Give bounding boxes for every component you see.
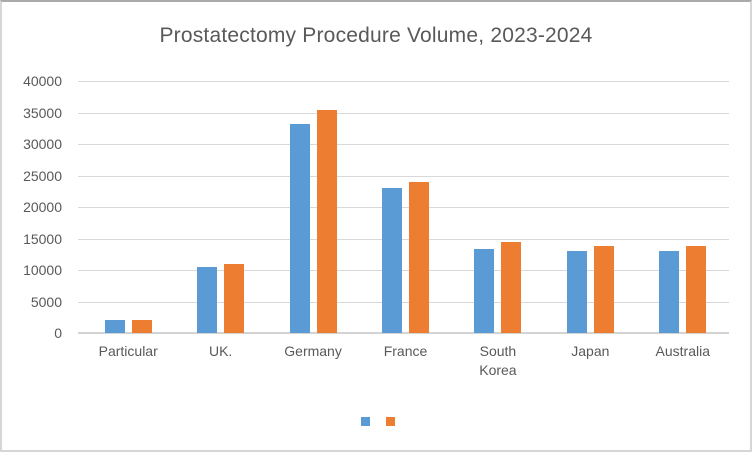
gridline	[78, 207, 729, 208]
gridline	[78, 144, 729, 145]
x-category-label: Australia	[655, 343, 711, 359]
x-category-label: Germany	[284, 343, 342, 359]
y-tick-label: 40000	[23, 73, 62, 89]
bar-australia-series-1-blue	[659, 251, 680, 333]
y-tick-label: 5000	[30, 293, 62, 310]
x-axis-line	[78, 332, 729, 334]
bar-germany-series-1-blue	[289, 124, 310, 333]
bar-south-korea-series-1-blue	[474, 249, 495, 333]
bar-uk-series-1-blue	[197, 266, 218, 333]
bar-japan-series-1-blue	[566, 251, 587, 333]
y-tick-label: 15000	[23, 230, 62, 247]
bar-australia-series-2-orange	[686, 246, 707, 333]
y-tick-label: 0	[54, 325, 62, 341]
y-tick-label: 25000	[23, 167, 62, 184]
legend-swatch-series-1-blue	[361, 417, 370, 426]
gridline	[78, 238, 729, 240]
gridline	[78, 175, 729, 177]
y-tick-label: 20000	[23, 199, 62, 215]
gridline	[78, 270, 729, 271]
bar-germany-series-2-orange	[316, 109, 337, 333]
legend	[361, 417, 395, 426]
x-category-label: UK.	[208, 343, 233, 359]
bar-uk-series-2-orange	[224, 263, 245, 333]
x-category-label: France	[383, 343, 428, 359]
gridline	[78, 301, 729, 303]
bar-south-korea-series-2-orange	[501, 242, 522, 333]
y-tick-label: 35000	[23, 104, 62, 121]
bar-france-series-2-orange	[409, 182, 429, 333]
y-tick-label: 30000	[23, 136, 62, 152]
chart-title: Prostatectomy Procedure Volume, 2023-202…	[159, 24, 593, 47]
gridline	[78, 112, 729, 114]
bar-particular-series-2-orange	[131, 320, 152, 333]
x-category-label: Particular	[98, 343, 158, 359]
legend-swatch-series-2-orange	[386, 417, 395, 426]
x-category-label: South Korea	[479, 343, 517, 378]
bar-particular-series-1-blue	[104, 320, 125, 333]
x-category-label: Japan	[571, 343, 610, 359]
gridline	[78, 81, 729, 82]
bar-japan-series-2-orange	[593, 246, 614, 333]
bar-france-series-1-blue	[382, 188, 402, 333]
y-tick-label: 10000	[23, 262, 62, 278]
